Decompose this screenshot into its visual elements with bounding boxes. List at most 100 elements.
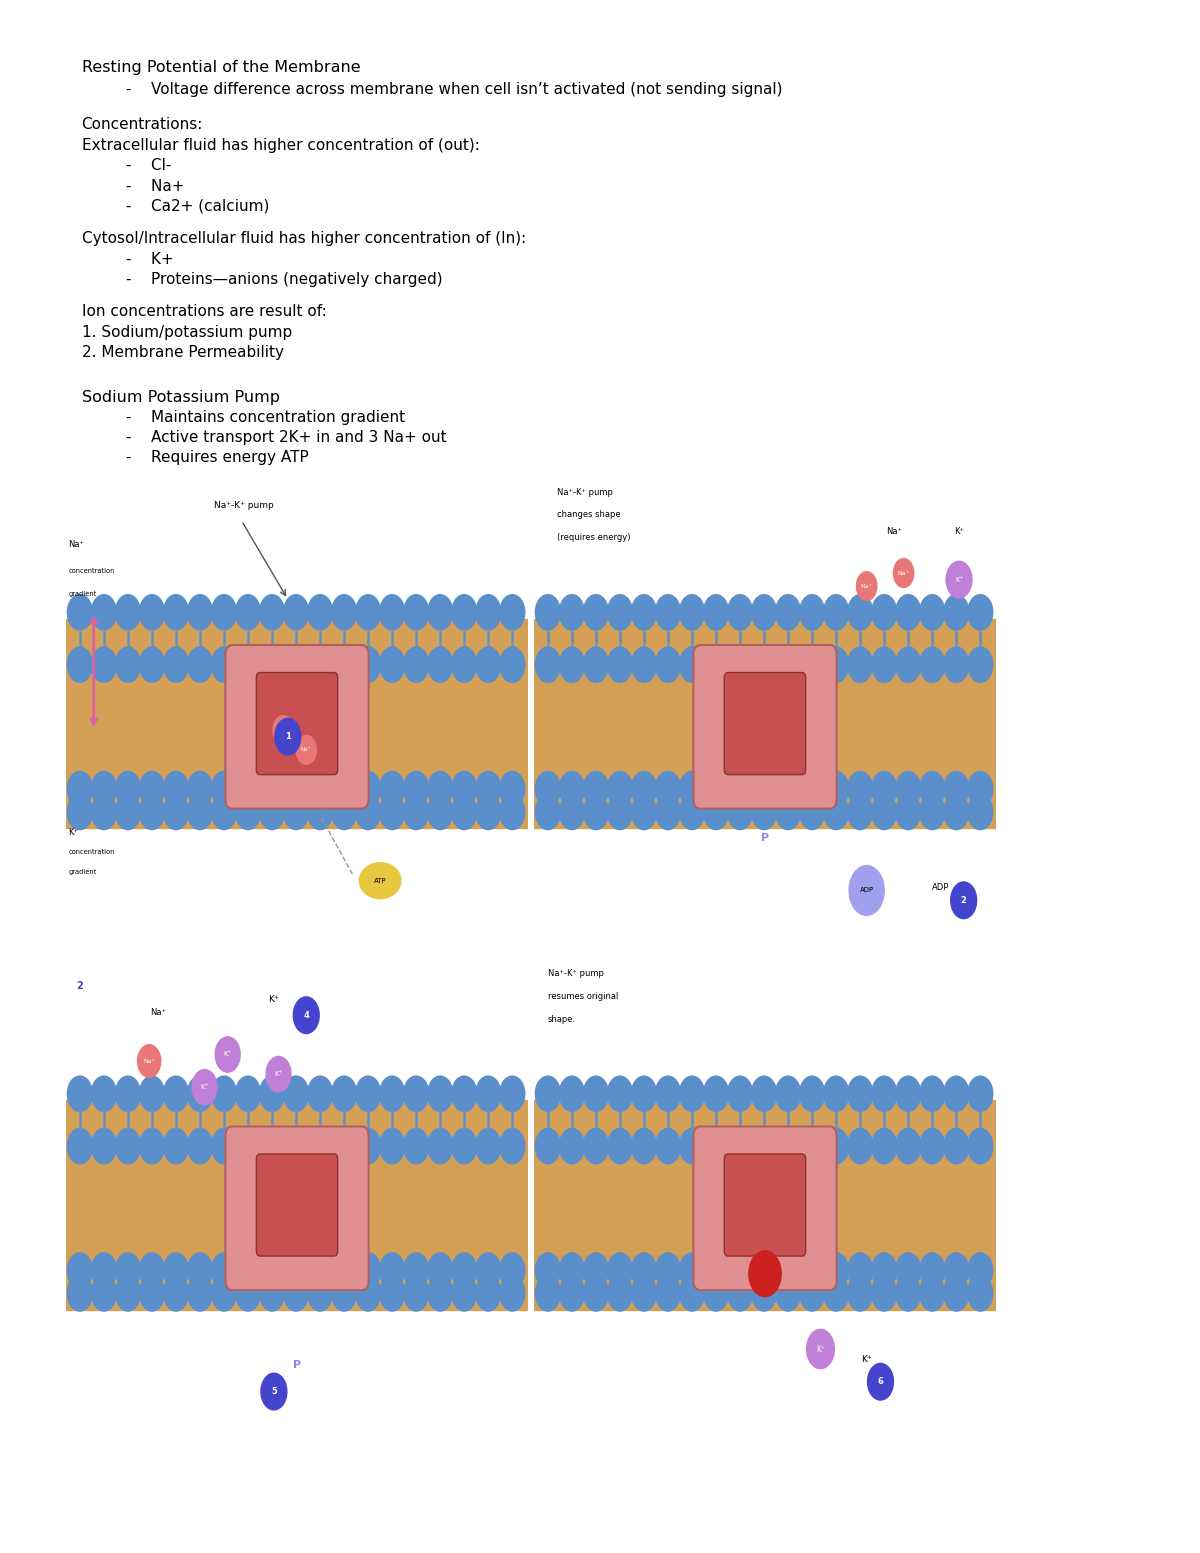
Circle shape xyxy=(403,794,428,829)
Text: Ion concentrations are result of:: Ion concentrations are result of: xyxy=(82,304,326,320)
Text: -    Cl-: - Cl- xyxy=(126,158,172,174)
Circle shape xyxy=(727,1275,752,1311)
Circle shape xyxy=(943,1076,968,1112)
Circle shape xyxy=(139,794,164,829)
Circle shape xyxy=(500,648,524,682)
Circle shape xyxy=(163,1129,188,1163)
Circle shape xyxy=(823,648,848,682)
Circle shape xyxy=(727,794,752,829)
FancyBboxPatch shape xyxy=(257,1154,337,1256)
Text: 1: 1 xyxy=(284,731,290,741)
Circle shape xyxy=(895,1275,920,1311)
Circle shape xyxy=(895,1129,920,1163)
Text: Na⁺: Na⁺ xyxy=(860,584,872,589)
Circle shape xyxy=(871,772,896,806)
Circle shape xyxy=(535,1129,560,1163)
Text: 1. Sodium/potassium pump: 1. Sodium/potassium pump xyxy=(82,325,292,340)
Circle shape xyxy=(943,648,968,682)
Circle shape xyxy=(871,648,896,682)
Circle shape xyxy=(235,772,260,806)
Circle shape xyxy=(968,1129,992,1163)
Circle shape xyxy=(139,1076,164,1112)
Text: -    K+: - K+ xyxy=(126,252,174,267)
Circle shape xyxy=(500,595,524,631)
Circle shape xyxy=(283,1275,308,1311)
Circle shape xyxy=(67,772,92,806)
Circle shape xyxy=(215,1037,240,1072)
Circle shape xyxy=(919,1253,944,1287)
Circle shape xyxy=(259,794,284,829)
Circle shape xyxy=(655,794,680,829)
Circle shape xyxy=(583,794,608,829)
Circle shape xyxy=(139,1275,164,1311)
FancyBboxPatch shape xyxy=(257,672,337,775)
Circle shape xyxy=(968,648,992,682)
Text: resumes original: resumes original xyxy=(548,992,618,1000)
Circle shape xyxy=(259,1275,284,1311)
Circle shape xyxy=(968,1253,992,1287)
Circle shape xyxy=(283,1129,308,1163)
Circle shape xyxy=(355,1253,380,1287)
Circle shape xyxy=(331,794,356,829)
Circle shape xyxy=(379,595,404,631)
Text: -    Maintains concentration gradient: - Maintains concentration gradient xyxy=(126,410,406,426)
Circle shape xyxy=(115,1129,140,1163)
Circle shape xyxy=(331,772,356,806)
Circle shape xyxy=(115,772,140,806)
Text: concentration: concentration xyxy=(68,568,115,575)
Bar xyxy=(66,620,528,828)
Circle shape xyxy=(475,1129,500,1163)
Text: Na⁺: Na⁺ xyxy=(301,747,312,752)
Text: Na⁺-K⁺ pump: Na⁺-K⁺ pump xyxy=(557,488,613,497)
Circle shape xyxy=(919,1076,944,1112)
Circle shape xyxy=(823,595,848,631)
Circle shape xyxy=(775,1076,800,1112)
Circle shape xyxy=(259,595,284,631)
Circle shape xyxy=(895,1076,920,1112)
Circle shape xyxy=(946,561,972,598)
Circle shape xyxy=(583,1076,608,1112)
Circle shape xyxy=(655,1253,680,1287)
Circle shape xyxy=(115,1253,140,1287)
Circle shape xyxy=(607,794,632,829)
Text: Na⁺: Na⁺ xyxy=(150,1008,167,1017)
Bar xyxy=(534,620,996,828)
Circle shape xyxy=(403,595,428,631)
Circle shape xyxy=(847,1076,872,1112)
Circle shape xyxy=(847,595,872,631)
Circle shape xyxy=(943,595,968,631)
Text: K⁺: K⁺ xyxy=(200,1084,209,1090)
Circle shape xyxy=(679,595,704,631)
Circle shape xyxy=(799,1275,824,1311)
Circle shape xyxy=(163,595,188,631)
Circle shape xyxy=(775,772,800,806)
Circle shape xyxy=(655,595,680,631)
Circle shape xyxy=(91,595,116,631)
Circle shape xyxy=(307,1076,332,1112)
Circle shape xyxy=(403,1076,428,1112)
Circle shape xyxy=(607,1076,632,1112)
Circle shape xyxy=(847,1253,872,1287)
Circle shape xyxy=(163,772,188,806)
Text: shape.: shape. xyxy=(548,1014,576,1023)
Circle shape xyxy=(403,1129,428,1163)
Text: Na⁺: Na⁺ xyxy=(278,728,288,733)
Circle shape xyxy=(163,1076,188,1112)
Circle shape xyxy=(751,794,776,829)
Circle shape xyxy=(67,794,92,829)
Circle shape xyxy=(403,648,428,682)
Text: gradient: gradient xyxy=(68,592,96,596)
Circle shape xyxy=(211,1275,236,1311)
Circle shape xyxy=(427,648,452,682)
Circle shape xyxy=(631,772,656,806)
Circle shape xyxy=(895,595,920,631)
Circle shape xyxy=(583,1253,608,1287)
Circle shape xyxy=(427,1253,452,1287)
Circle shape xyxy=(163,794,188,829)
Circle shape xyxy=(500,772,524,806)
Circle shape xyxy=(607,1129,632,1163)
Circle shape xyxy=(775,595,800,631)
Circle shape xyxy=(91,1076,116,1112)
Circle shape xyxy=(799,1253,824,1287)
Circle shape xyxy=(500,1076,524,1112)
